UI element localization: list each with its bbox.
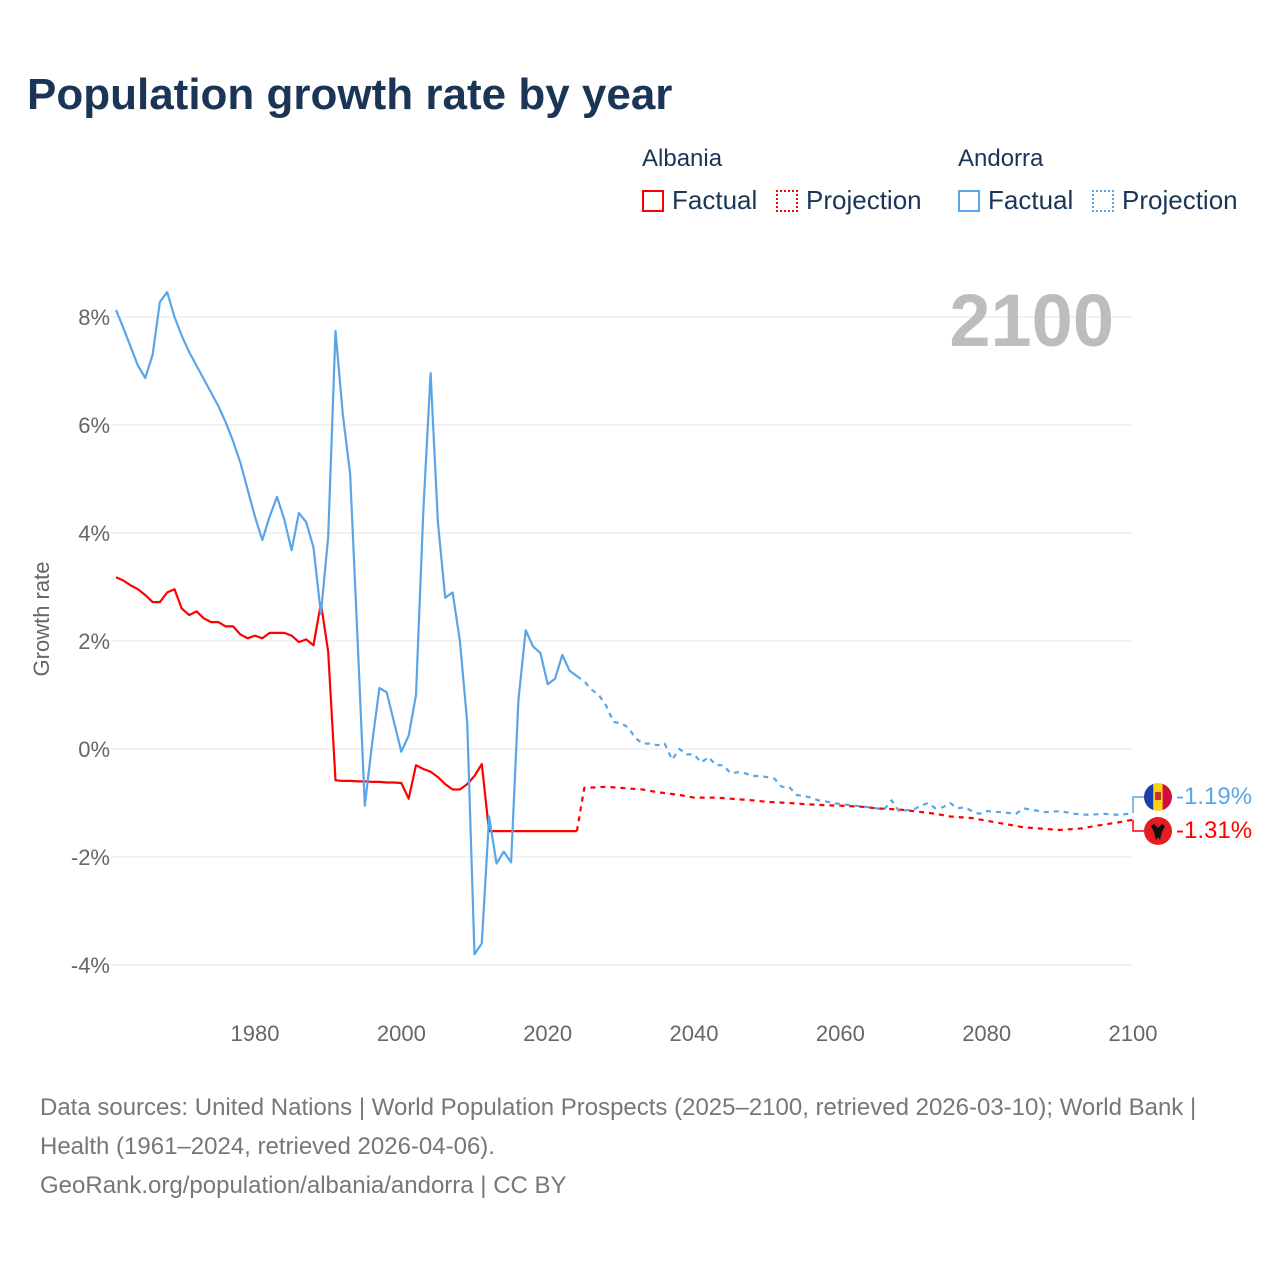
current-year-display: 2100 — [949, 279, 1114, 362]
series-line-albania-projection — [575, 785, 1134, 832]
legend-andorra-projection[interactable]: Projection — [1092, 185, 1238, 216]
legend-swatch-solid-red — [642, 189, 664, 212]
albania-end-connector — [1132, 819, 1145, 832]
andorra-flag-icon — [1144, 783, 1172, 811]
legend-albania-factual[interactable]: Factual — [642, 185, 757, 216]
y-axis-label: Growth rate — [29, 561, 54, 677]
x-tick-label: 1980 — [231, 1021, 280, 1046]
x-tick-label: 2040 — [670, 1021, 719, 1046]
legend-swatch-dotted-red — [776, 189, 798, 212]
legend-andorra-factual[interactable]: Factual — [958, 185, 1073, 216]
y-tick-label: 6% — [78, 413, 110, 438]
andorra-end-connector — [1132, 796, 1145, 814]
series-line-albania-factual — [115, 576, 577, 833]
legend-swatch-solid-blue — [958, 189, 980, 212]
y-tick-label: 8% — [78, 305, 110, 330]
y-tick-label: 4% — [78, 521, 110, 546]
footer: Data sources: United Nations | World Pop… — [40, 1088, 1240, 1205]
y-tick-label: -4% — [71, 953, 110, 978]
andorra-end-value: -1.19% — [1176, 783, 1253, 810]
x-tick-label: 2100 — [1109, 1021, 1158, 1046]
series-line-andorra-factual — [114, 291, 578, 956]
legend-group-albania: Albania — [642, 145, 723, 172]
series-line-andorra-projection — [576, 675, 1134, 817]
y-tick-label: 0% — [78, 737, 110, 762]
y-tick-label: -2% — [71, 845, 110, 870]
legend-albania-projection[interactable]: Projection — [776, 185, 922, 216]
credit-link[interactable]: GeoRank.org/population/albania/andorra |… — [40, 1172, 567, 1199]
legend-label: Projection — [1122, 185, 1238, 215]
chart-title: Population growth rate by year — [27, 70, 673, 119]
legend-label: Projection — [806, 185, 922, 215]
albania-end-value: -1.31% — [1176, 817, 1253, 844]
data-sources: Data sources: United Nations | World Pop… — [40, 1094, 1197, 1160]
legend-swatch-dotted-blue — [1092, 189, 1114, 212]
legend-label: Factual — [988, 185, 1074, 215]
y-tick-label: 2% — [78, 629, 110, 654]
x-tick-label: 2020 — [523, 1021, 572, 1046]
legend-group-andorra: Andorra — [958, 145, 1044, 172]
x-tick-label: 2060 — [816, 1021, 865, 1046]
x-tick-label: 2080 — [962, 1021, 1011, 1046]
legend-label: Factual — [672, 185, 758, 215]
albania-eagle-icon — [1151, 824, 1165, 840]
x-tick-label: 2000 — [377, 1021, 426, 1046]
